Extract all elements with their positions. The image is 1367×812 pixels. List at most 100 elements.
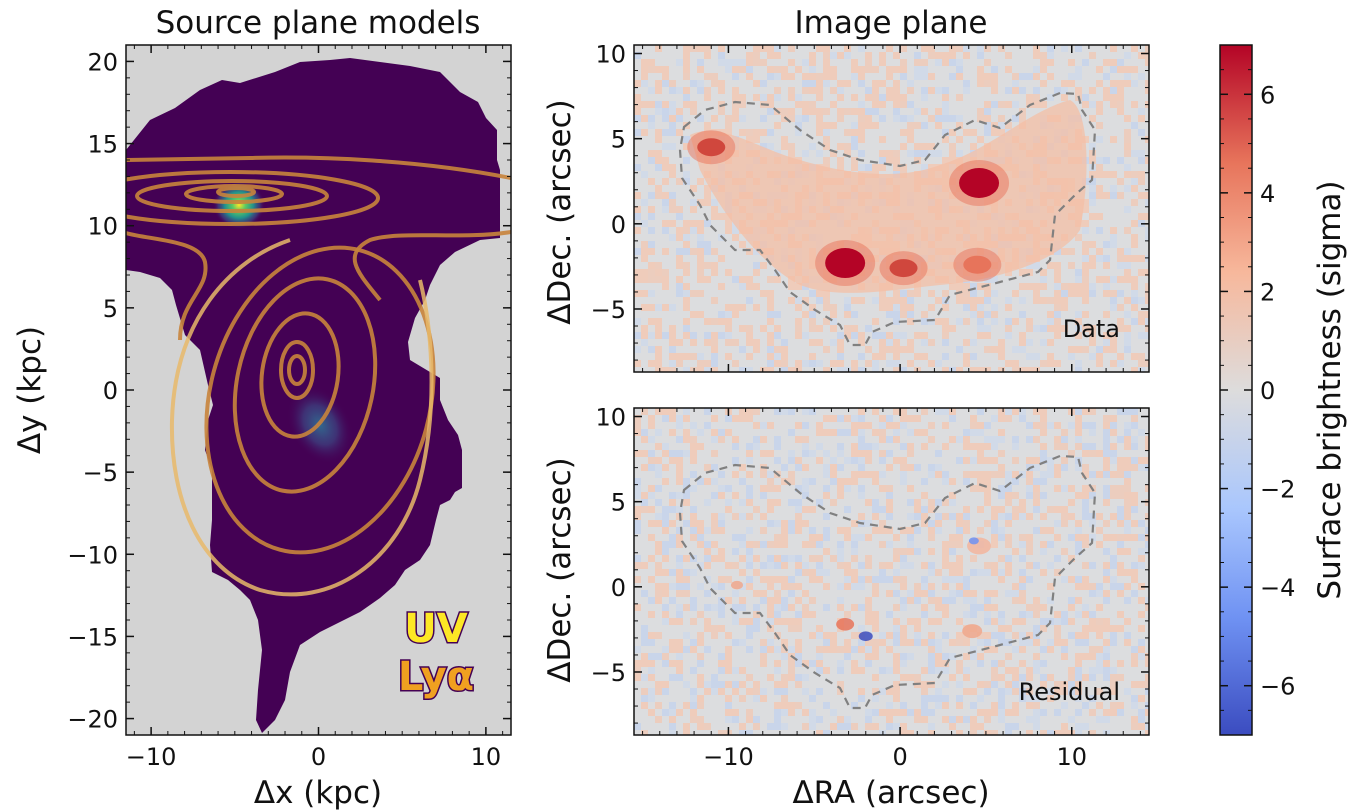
noise-pixel xyxy=(767,576,774,583)
noise-pixel xyxy=(662,332,669,339)
noise-pixel xyxy=(655,457,662,464)
noise-pixel xyxy=(1012,115,1019,122)
noise-pixel xyxy=(893,429,900,436)
noise-pixel xyxy=(886,611,893,618)
noise-pixel xyxy=(669,569,676,576)
noise-pixel xyxy=(641,492,648,499)
residual-feature xyxy=(962,624,983,639)
noise-pixel xyxy=(851,569,858,576)
noise-pixel xyxy=(858,485,865,492)
noise-pixel xyxy=(1047,597,1054,604)
noise-pixel xyxy=(725,485,732,492)
noise-pixel xyxy=(739,639,746,646)
noise-pixel xyxy=(865,562,872,569)
noise-pixel xyxy=(732,492,739,499)
noise-pixel xyxy=(662,660,669,667)
noise-pixel xyxy=(1124,143,1131,150)
noise-pixel xyxy=(753,555,760,562)
noise-pixel xyxy=(648,457,655,464)
noise-pixel xyxy=(893,422,900,429)
noise-pixel xyxy=(809,52,816,59)
noise-pixel xyxy=(1068,499,1075,506)
noise-pixel xyxy=(655,653,662,660)
noise-pixel xyxy=(928,45,935,52)
noise-pixel xyxy=(900,290,907,297)
noise-pixel xyxy=(711,555,718,562)
noise-pixel xyxy=(984,290,991,297)
noise-pixel xyxy=(634,723,641,730)
noise-pixel xyxy=(732,87,739,94)
noise-pixel xyxy=(844,646,851,653)
noise-pixel xyxy=(739,513,746,520)
noise-pixel xyxy=(1138,646,1145,653)
noise-pixel xyxy=(851,583,858,590)
noise-pixel xyxy=(914,618,921,625)
noise-pixel xyxy=(739,129,746,136)
noise-pixel xyxy=(1033,408,1040,415)
noise-pixel xyxy=(879,485,886,492)
noise-pixel xyxy=(1131,199,1138,206)
noise-pixel xyxy=(1131,660,1138,667)
noise-pixel xyxy=(641,450,648,457)
noise-pixel xyxy=(718,436,725,443)
noise-pixel xyxy=(1033,625,1040,632)
noise-pixel xyxy=(683,520,690,527)
noise-pixel xyxy=(1124,206,1131,213)
noise-pixel xyxy=(634,276,641,283)
noise-pixel xyxy=(662,506,669,513)
noise-pixel xyxy=(1012,457,1019,464)
noise-pixel xyxy=(704,45,711,52)
noise-pixel xyxy=(823,297,830,304)
noise-pixel xyxy=(641,59,648,66)
noise-pixel xyxy=(767,555,774,562)
noise-pixel xyxy=(963,457,970,464)
noise-pixel xyxy=(739,115,746,122)
noise-pixel xyxy=(830,311,837,318)
noise-pixel xyxy=(984,485,991,492)
noise-pixel xyxy=(872,618,879,625)
noise-pixel xyxy=(1026,471,1033,478)
noise-pixel xyxy=(949,283,956,290)
noise-pixel xyxy=(662,367,669,372)
noise-pixel xyxy=(1145,269,1149,276)
noise-pixel xyxy=(1054,618,1061,625)
noise-pixel xyxy=(774,66,781,73)
noise-pixel xyxy=(718,604,725,611)
noise-pixel xyxy=(921,429,928,436)
noise-pixel xyxy=(928,506,935,513)
noise-pixel xyxy=(1040,443,1047,450)
noise-pixel xyxy=(1075,576,1082,583)
noise-pixel xyxy=(802,101,809,108)
noise-pixel xyxy=(795,101,802,108)
noise-pixel xyxy=(914,59,921,66)
noise-pixel xyxy=(690,471,697,478)
noise-pixel xyxy=(725,220,732,227)
data-panel-ylabel: ΔDec. (arcsec) xyxy=(542,99,578,324)
noise-pixel xyxy=(1019,283,1026,290)
noise-pixel xyxy=(690,367,697,372)
noise-pixel xyxy=(669,709,676,716)
noise-pixel xyxy=(830,87,837,94)
noise-pixel xyxy=(921,667,928,674)
noise-pixel xyxy=(781,646,788,653)
noise-pixel xyxy=(774,94,781,101)
noise-pixel xyxy=(970,485,977,492)
noise-pixel xyxy=(1068,262,1075,269)
noise-pixel xyxy=(1131,492,1138,499)
noise-pixel xyxy=(788,283,795,290)
noise-pixel xyxy=(991,527,998,534)
noise-pixel xyxy=(942,108,949,115)
noise-pixel xyxy=(872,709,879,716)
noise-pixel xyxy=(1061,436,1068,443)
noise-pixel xyxy=(634,360,641,367)
noise-pixel xyxy=(1075,408,1082,415)
noise-pixel xyxy=(1061,94,1068,101)
noise-pixel xyxy=(809,478,816,485)
noise-pixel xyxy=(942,597,949,604)
noise-pixel xyxy=(837,464,844,471)
noise-pixel xyxy=(858,150,865,157)
noise-pixel xyxy=(690,220,697,227)
noise-pixel xyxy=(949,674,956,681)
noise-pixel xyxy=(830,415,837,422)
noise-pixel xyxy=(1082,101,1089,108)
